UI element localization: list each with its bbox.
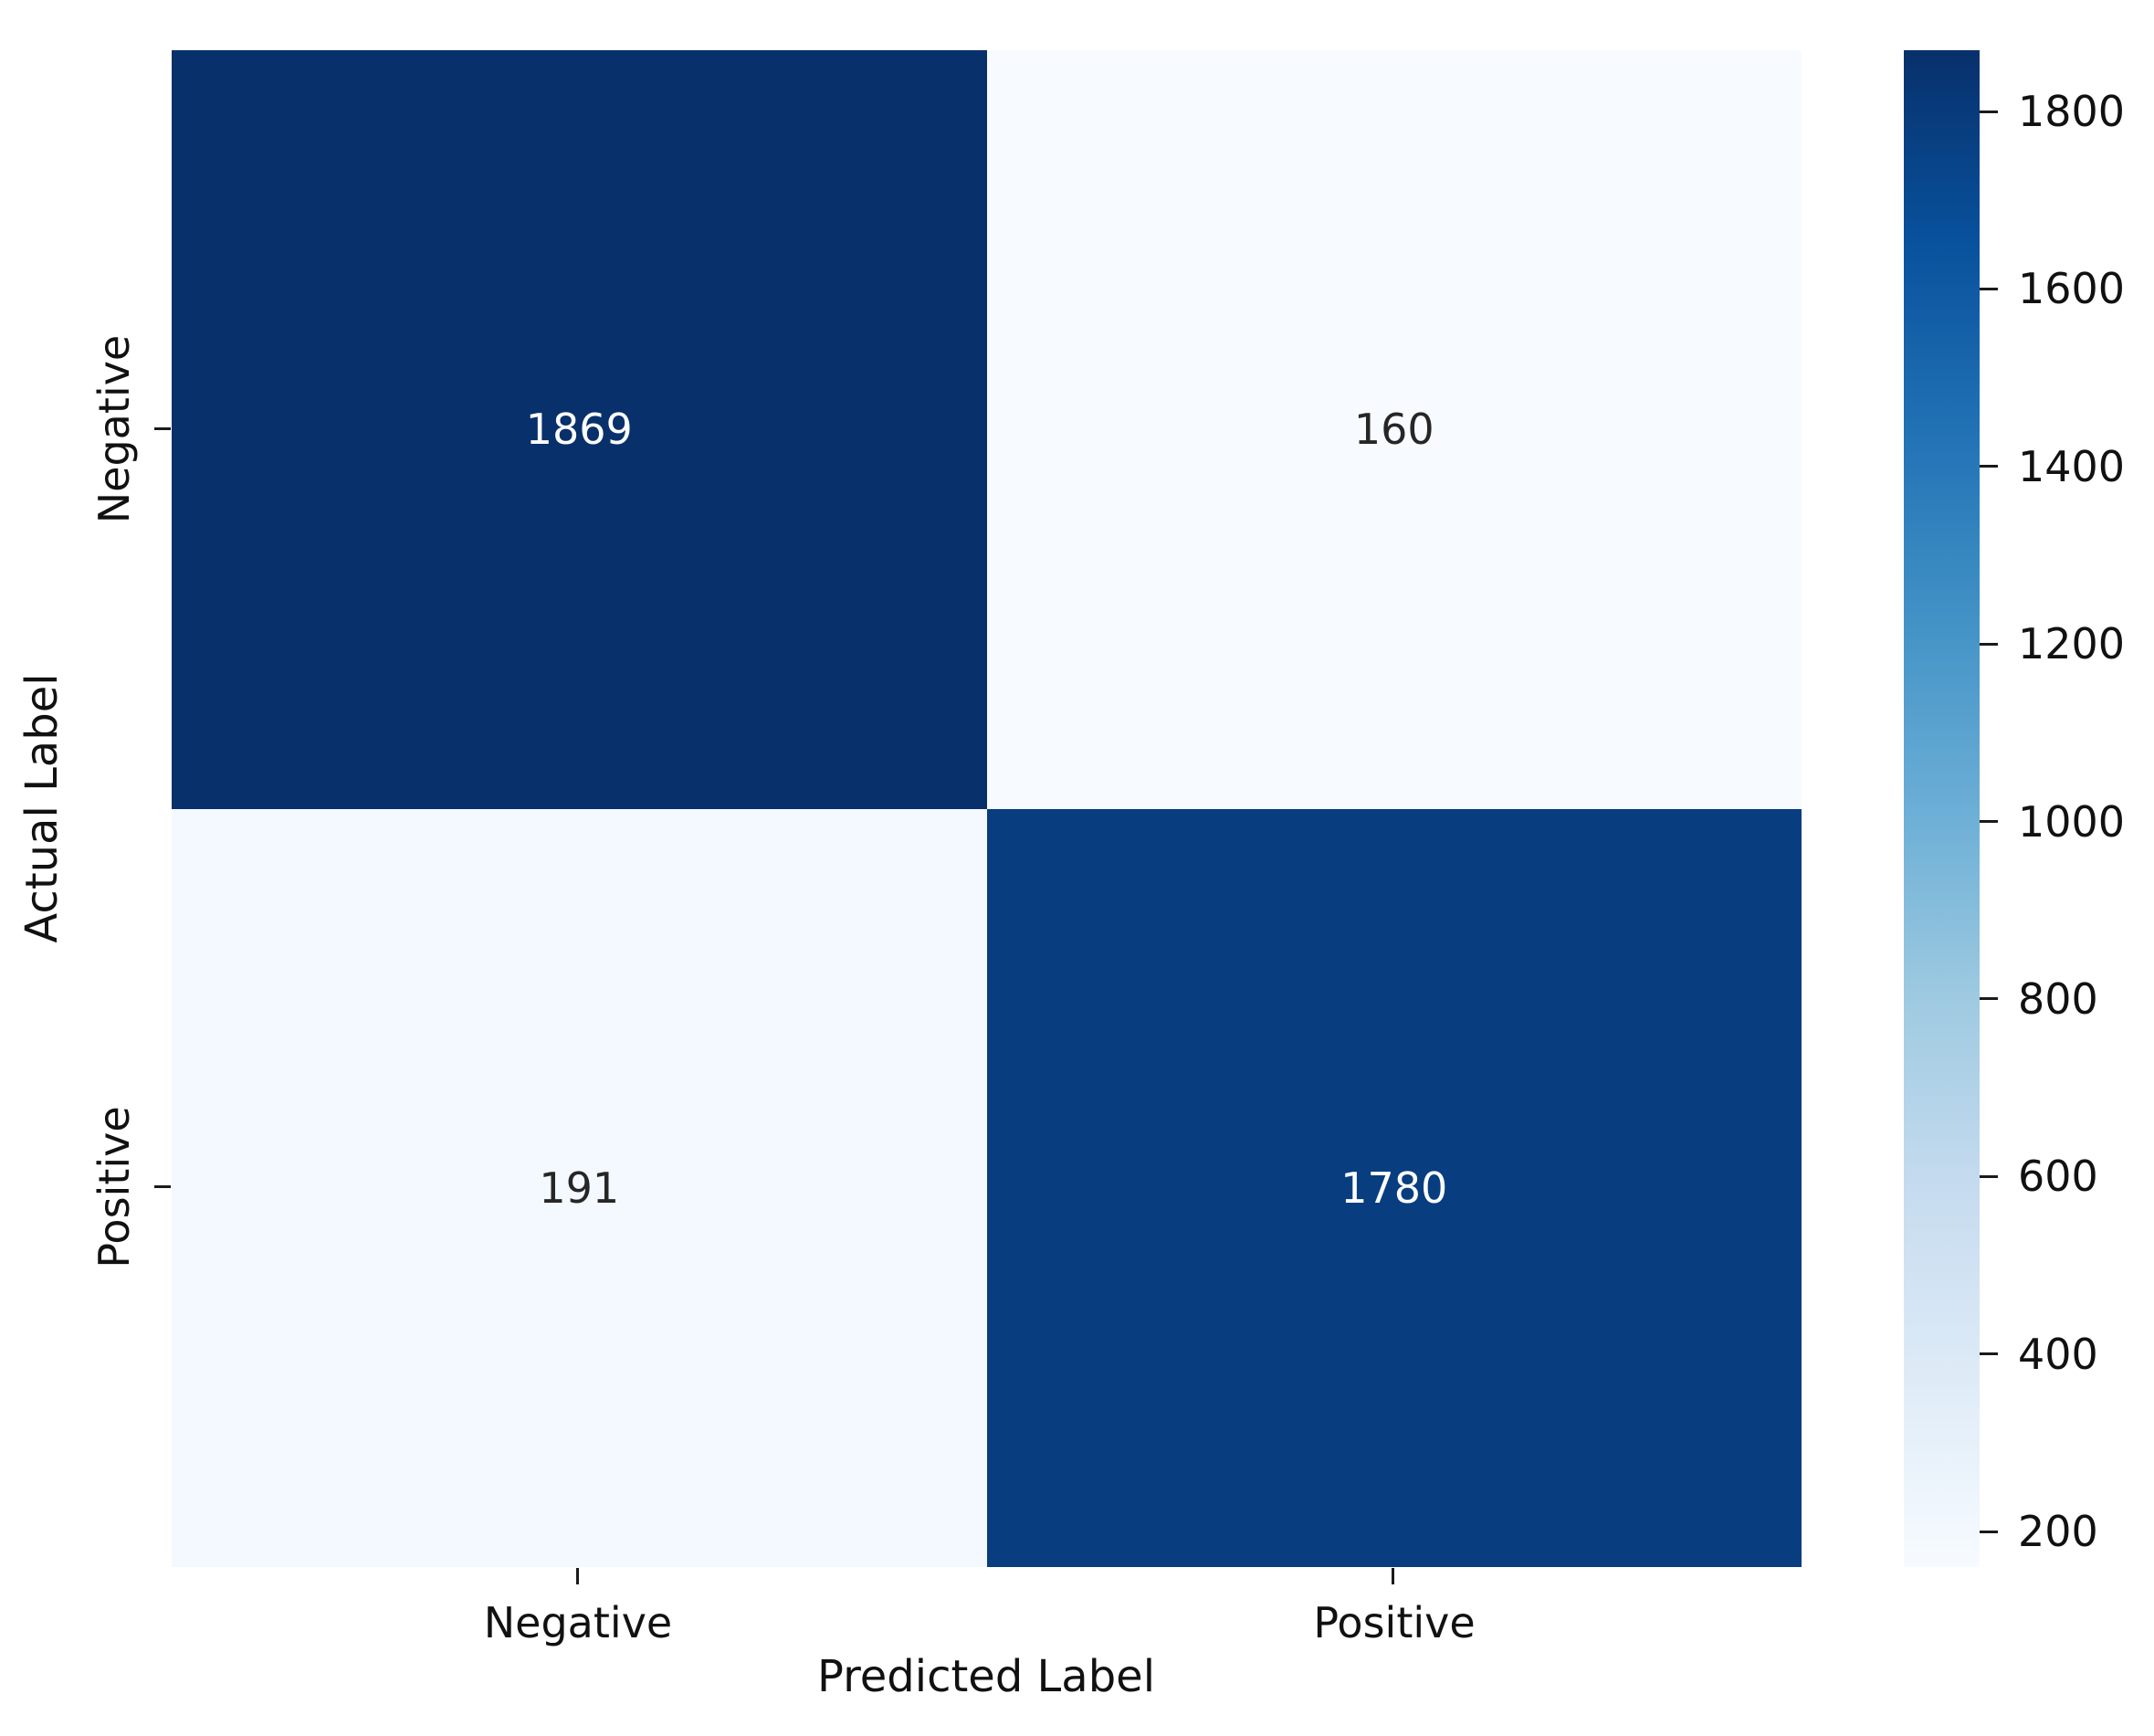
colorbar-tick-label: 1200 [2018,619,2126,669]
cell-value: 191 [539,1163,620,1213]
heatmap-cell-positive-negative: 191 [172,808,987,1567]
colorbar-tick-1400: 1400 [1980,442,2125,491]
x-axis-tick-positive [1392,1568,1394,1584]
colorbar-tick-label: 1600 [2018,264,2126,314]
colorbar-tick-1200: 1200 [1980,619,2125,668]
colorbar-tick-label: 1800 [2018,87,2126,137]
colorbar-tick-mark [1980,287,1998,290]
cell-value: 1780 [1340,1163,1448,1213]
colorbar-tick-label: 600 [2018,1152,2098,1202]
colorbar-tick-label: 1400 [2018,441,2126,491]
x-axis-tick-negative [576,1568,579,1584]
colorbar-tick-label: 1000 [2018,796,2126,847]
colorbar-tick-mark [1980,465,1998,468]
x-tick-label-positive: Positive [1313,1598,1476,1647]
heatmap-cell-positive-positive: 1780 [986,808,1802,1567]
colorbar-tick-400: 400 [1980,1330,2098,1379]
y-tick-label-negative: Negative [89,334,139,524]
heatmap-cell-negative-positive: 160 [986,50,1802,809]
cell-value: 1869 [525,405,633,455]
y-tick-label-positive: Positive [89,1106,139,1268]
colorbar-tick-mark [1980,1530,1998,1533]
colorbar-tick-label: 200 [2018,1507,2098,1557]
y-axis-tick-positive [154,1185,171,1188]
colorbar-tick-mark [1980,997,1998,1001]
heatmap-cell-negative-negative: 1869 [172,50,987,809]
colorbar-tick-label: 800 [2018,973,2098,1024]
colorbar-tick-mark [1980,1352,1998,1356]
x-axis-label: Predicted Label [816,1651,1156,1702]
colorbar-tick-1800: 1800 [1980,87,2125,136]
colorbar-tick-1000: 1000 [1980,797,2125,847]
colorbar-tick-800: 800 [1980,974,2098,1024]
colorbar-tick-600: 600 [1980,1152,2098,1201]
y-axis-label: Actual Label [16,673,68,943]
colorbar-tick-label: 400 [2018,1329,2098,1379]
colorbar-tick-200: 200 [1980,1507,2098,1556]
colorbar: 200 400 600 800 1000 1200 1400 1600 1800 [1904,50,2125,1567]
colorbar-gradient [1904,50,1980,1567]
y-axis-tick-negative [154,427,171,430]
cell-value: 160 [1353,405,1434,455]
x-tick-label-negative: Negative [483,1598,673,1647]
colorbar-tick-mark [1980,820,1998,824]
colorbar-tick-mark [1980,1174,1998,1178]
colorbar-tick-1600: 1600 [1980,264,2125,313]
heatmap-grid: 1869 160 191 1780 [172,50,1802,1567]
colorbar-tick-mark [1980,110,1998,113]
colorbar-tick-mark [1980,642,1998,646]
